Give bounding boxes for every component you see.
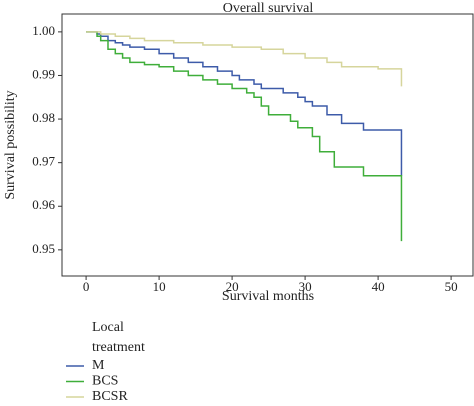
chart-title: Overall survival <box>223 1 314 16</box>
y-tick-label: 0.95 <box>32 241 55 256</box>
x-tick-label: 10 <box>153 279 166 294</box>
x-tick-label: 0 <box>83 279 90 294</box>
y-axis-label: Survival possibility <box>3 90 18 199</box>
y-tick-label: 1.00 <box>32 23 55 38</box>
legend-label: BCSR <box>92 389 128 404</box>
x-tick-label: 20 <box>226 279 239 294</box>
y-tick-label: 0.99 <box>32 66 55 81</box>
x-tick-label: 50 <box>445 279 458 294</box>
y-tick-label: 0.98 <box>32 110 55 125</box>
x-tick-label: 40 <box>372 279 385 294</box>
survival-line <box>86 31 403 176</box>
legend-title: Local treatment <box>92 320 145 355</box>
x-axis-label: Survival months <box>222 289 314 304</box>
survival-line <box>86 31 403 242</box>
legend-label: BCS <box>92 374 118 389</box>
x-tick-label: 30 <box>299 279 312 294</box>
y-tick-label: 0.96 <box>32 197 55 212</box>
y-tick-label: 0.97 <box>32 154 55 169</box>
plot-frame <box>61 13 474 277</box>
legend-label: M <box>92 358 105 373</box>
survival-line <box>86 31 403 87</box>
